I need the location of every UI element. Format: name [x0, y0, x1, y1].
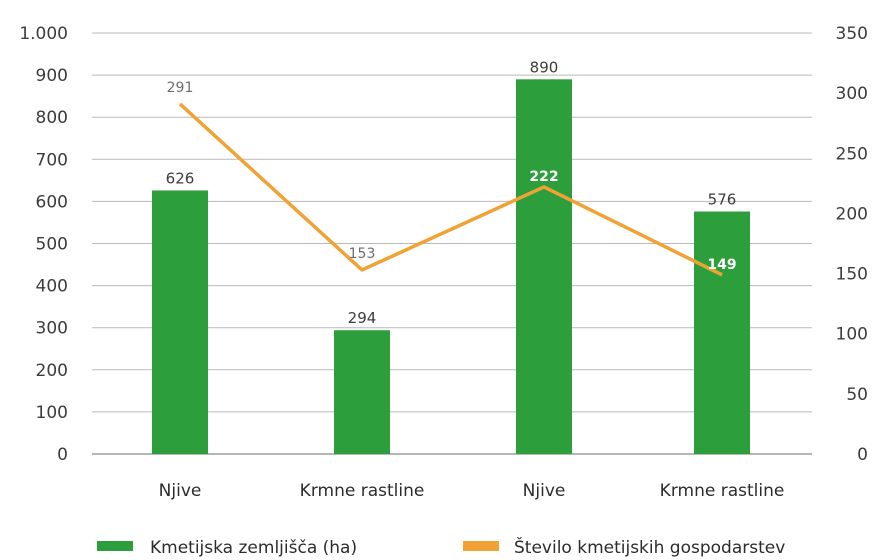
legend-swatch-bars — [97, 541, 133, 551]
line-value-label: 149 — [707, 257, 736, 273]
legend-swatch-line — [463, 541, 499, 551]
left-tick-label: 200 — [36, 361, 68, 381]
category-label: Njive — [159, 481, 202, 501]
right-tick-label: 250 — [836, 144, 868, 164]
bar — [516, 79, 572, 454]
line-value-label: 222 — [529, 169, 558, 185]
left-tick-label: 300 — [36, 319, 68, 339]
left-axis: 0 100 200 300 400 500 600 700 800 900 1.000 — [19, 24, 68, 465]
bar — [334, 330, 390, 454]
line-series-path — [178, 102, 723, 277]
bar-value-label: 294 — [348, 309, 377, 327]
right-tick-label: 100 — [836, 325, 868, 345]
legend-label-bars: Kmetijska zemljišča (ha) — [150, 538, 357, 558]
legend: Kmetijska zemljišča (ha) Število kmetijsk… — [97, 536, 785, 558]
bar-series: 626 294 890 576 — [152, 58, 750, 455]
left-tick-label: 1.000 — [19, 24, 68, 44]
left-tick-label: 700 — [36, 150, 68, 170]
bar-value-label: 626 — [166, 169, 195, 187]
bar-value-label: 890 — [530, 58, 559, 76]
left-tick-label: 0 — [57, 445, 68, 465]
right-tick-label: 200 — [836, 204, 868, 224]
right-tick-label: 150 — [836, 265, 868, 285]
right-tick-label: 50 — [846, 385, 868, 405]
line-value-label: 291 — [167, 80, 194, 96]
category-label: Njive — [523, 481, 566, 501]
bar — [694, 211, 750, 454]
category-label: Krmne rastline — [300, 481, 425, 501]
left-tick-label: 400 — [36, 277, 68, 297]
bar — [152, 190, 208, 455]
left-tick-label: 800 — [36, 108, 68, 128]
right-tick-label: 350 — [836, 24, 868, 44]
legend-label-line: Število kmetijskih gospodarstev — [514, 536, 785, 558]
right-tick-label: 300 — [836, 84, 868, 104]
gridlines — [92, 32, 812, 455]
left-tick-label: 900 — [36, 66, 68, 86]
category-label: Krmne rastline — [660, 481, 785, 501]
line-series: 291 153 222 149 — [167, 80, 737, 277]
right-tick-label: 0 — [857, 445, 868, 465]
bar-value-label: 576 — [708, 191, 737, 209]
right-axis: 0 50 100 150 200 250 300 350 — [836, 24, 868, 465]
category-axis: Njive Krmne rastline Njive Krmne rastline — [159, 481, 785, 501]
left-tick-label: 100 — [36, 403, 68, 423]
line-value-label: 153 — [349, 246, 376, 262]
left-tick-label: 600 — [36, 192, 68, 212]
left-tick-label: 500 — [36, 235, 68, 255]
